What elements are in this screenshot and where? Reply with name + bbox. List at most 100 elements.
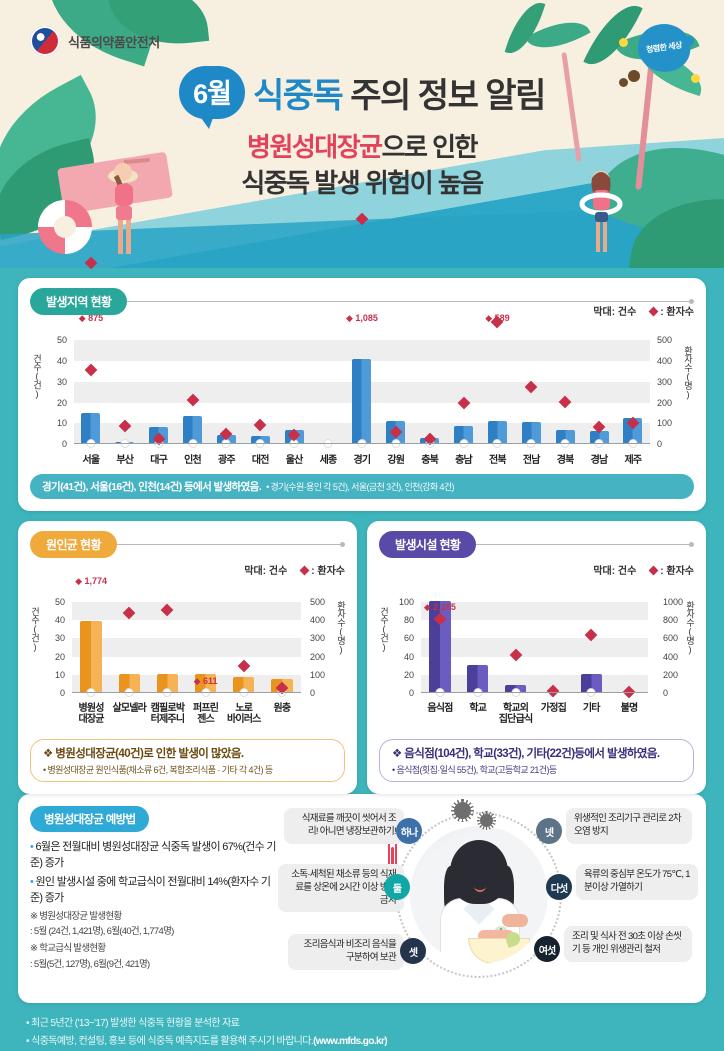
legend-bar-label: 막대: 건수 (244, 562, 287, 577)
region-note-sub: • 경기(수원·용인 각 5건), 서울(금천 3건), 인천(강화 4건) (266, 480, 454, 493)
chart-x-label: 경북 (548, 455, 582, 466)
footer-line-1: 최근 5년간 ('13~'17) 발생한 식중독 현황을 분석한 자료 (26, 1015, 698, 1033)
cause-bars: ◆ 1,774◆ 611 (72, 593, 301, 693)
facility-bars: ◆ 2,165 (421, 593, 648, 693)
chart-point-label: ◆ 2,165 (424, 602, 456, 613)
tip-number-label-5: 다섯 (551, 880, 567, 895)
chart-x-label: 가정집 (534, 703, 572, 725)
chart-bar (157, 674, 178, 693)
taegeuk-icon (30, 26, 60, 56)
dot-decoration (691, 74, 700, 83)
chart-bar (467, 665, 488, 693)
region-section-title: 발생지역 현황 (30, 288, 127, 315)
chart-x-label: 인천 (176, 455, 210, 466)
agency-logo: 식품의약품안전처 (30, 26, 160, 56)
cause-y2-axis-label: 환자수(명) (336, 601, 345, 654)
facility-x-axis (421, 692, 648, 693)
facility-y-axis-label: 건수(건) (379, 607, 388, 652)
chart-x-label: 대전 (243, 455, 277, 466)
facility-note-main: ❖ 음식점(104건), 학교(33건), 기타(22건)등에서 발생하였음. (392, 745, 659, 761)
chart-bar-cell (210, 330, 244, 444)
chart-x-label: 경기 (345, 455, 379, 466)
tip-number-label-1: 하나 (401, 824, 417, 839)
chart-x-label: 불명 (610, 703, 648, 725)
cause-legend: 막대: 건수 : 환자수 (30, 562, 345, 577)
chart-bar-cell (225, 593, 263, 693)
chart-x-label: 살모넬라 (110, 703, 148, 725)
cause-section-header: 원인균 현황 (30, 531, 345, 558)
chart-data-point (186, 394, 199, 407)
region-x-axis (74, 443, 650, 444)
chart-bar-cell (311, 330, 345, 444)
subtitle-line2: 식중독 발생 위험이 높음 (241, 168, 482, 198)
subtitle-highlight: 병원성대장균 (247, 132, 382, 162)
chart-x-label: 전북 (481, 455, 515, 466)
tip-number-5: 다섯 (546, 874, 572, 900)
prevention-note-0: ※ 병원성대장균 발생현황 (30, 910, 276, 923)
prevention-panel: 병원성대장균 예방법 6월은 전월대비 병원성대장균 식중독 발생이 67%(건… (18, 794, 706, 1003)
tip-text-1: 식재료를 깨끗이 씻어서 조리! 아니면 냉장보관하기! (302, 813, 396, 837)
chart-bar-cell (616, 330, 650, 444)
region-bars: ◆ 875◆ 1,085◆ 589 (74, 330, 650, 444)
tip-number-label-6: 여섯 (539, 942, 555, 957)
cause-section-title: 원인균 현황 (30, 531, 117, 558)
life-ring-icon (38, 200, 92, 254)
tip-number-4: 넷 (536, 818, 562, 844)
tip-text-2: 소독·세척된 채소류 등의 식재료를 상온에 2시간 이상 방치 금지 (291, 869, 396, 906)
facility-section-header: 발생시설 현황 (379, 531, 694, 558)
footer: 최근 5년간 ('13~'17) 발생한 식중독 현황을 분석한 자료 식중독예… (0, 1003, 724, 1051)
chart-bar-cell (514, 330, 548, 444)
prevention-bullets: 6월은 전월대비 병원성대장균 식중독 발생이 67%(건수 기준) 증가 원인… (30, 840, 276, 907)
chart-bar (522, 422, 541, 444)
seal-label: 청렴한 세상 (646, 41, 683, 55)
cause-note-sub: • 병원성대장균 원인식품(채소류 6건, 복합조리식품 · 기타 각 4건) … (43, 763, 273, 776)
chart-bar-cell: ◆ 611 (187, 593, 225, 693)
tip-number-1: 하나 (396, 818, 422, 844)
chart-data-point (585, 629, 598, 642)
tip-box-5: 육류의 중심부 온도가 75℃, 1분이상 가열하기 (576, 864, 698, 900)
region-y-axis-label: 건수(건) (32, 354, 41, 399)
chart-bar-cell (582, 330, 616, 444)
tip-box-3: 조리음식과 비조리 음식을 구분하여 보관 (288, 934, 404, 970)
cause-note-main: ❖ 병원성대장균(40건)로 인한 발생이 많았음. (43, 745, 243, 761)
prevention-note-3: : 5월(5건, 127명), 6월(9건, 421명) (30, 958, 276, 971)
divider (121, 301, 694, 302)
legend-bar-label: 막대: 건수 (593, 562, 636, 577)
chart-x-label: 전남 (514, 455, 548, 466)
month-badge: 6월 (179, 66, 245, 119)
glasses-icon (462, 870, 476, 883)
chart-data-point (237, 659, 250, 672)
chart-x-label: 세종 (311, 455, 345, 466)
chart-bar (119, 674, 140, 693)
cause-plot: ◆ 1,774◆ 611 (72, 593, 301, 693)
chart-bar-cell (142, 330, 176, 444)
cause-note: ❖ 병원성대장균(40건)로 인한 발생이 많았음. • 병원성대장균 원인식품… (30, 739, 345, 782)
tip-number-2: 둘 (384, 874, 410, 900)
facility-note: ❖ 음식점(104건), 학교(33건), 기타(22건)등에서 발생하였음. … (379, 739, 694, 782)
diamond-icon (300, 566, 310, 576)
tip-text-6: 조리 및 식사 전 30초 이상 손씻기 등 개인 위생관리 철저 (572, 931, 681, 955)
chart-bar (454, 426, 473, 444)
chart-x-label: 부산 (108, 455, 142, 466)
chart-bar-cell (110, 593, 148, 693)
chart-bar-cell: ◆ 875 (74, 330, 108, 444)
footer-line-2: 식중독예방, 컨설팅, 홍보 등에 식중독 예측지도를 활용해 주시기 바랍니다… (26, 1033, 698, 1051)
prevention-left: 병원성대장균 예방법 6월은 전월대비 병원성대장균 식중독 발생이 67%(건… (30, 806, 276, 991)
chart-bar-cell (572, 593, 610, 693)
chart-bar-cell: ◆ 589 (481, 330, 515, 444)
chart-data-point (559, 395, 572, 408)
chart-bar (488, 421, 507, 444)
divider (111, 544, 345, 545)
chart-bar-cell: ◆ 2,165 (421, 593, 459, 693)
